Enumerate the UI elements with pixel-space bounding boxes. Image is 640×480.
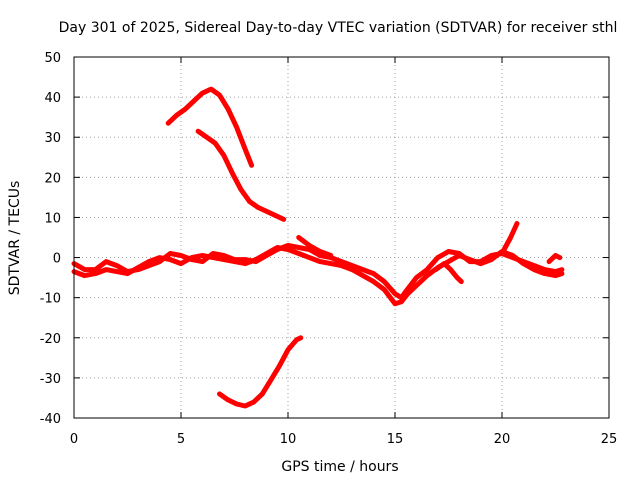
y-tick-label: -20 xyxy=(40,332,61,347)
series-hump-upper xyxy=(165,86,255,168)
y-axis-ticks: 50 40 30 20 10 0 -10 -20 -30 -40 xyxy=(40,51,609,427)
y-tick-label: 50 xyxy=(44,51,61,66)
x-tick-label: 15 xyxy=(387,432,404,447)
y-tick-label: 20 xyxy=(44,171,61,186)
plot-frame xyxy=(73,56,610,419)
series-trace-b xyxy=(71,245,565,307)
y-tick-label: -30 xyxy=(40,372,61,387)
x-axis-label: GPS time / hours xyxy=(281,459,398,475)
series-branch-10 xyxy=(296,235,334,258)
x-tick-label: 20 xyxy=(494,432,511,447)
x-tick-label: 0 xyxy=(70,432,78,447)
y-tick-label: 40 xyxy=(44,91,61,106)
series-dip-bottom xyxy=(217,335,304,409)
x-tick-label: 5 xyxy=(177,432,185,447)
grid-lines xyxy=(74,57,609,418)
y-axis-label: SDTVAR / TECUs xyxy=(7,181,23,296)
series-branch-17 xyxy=(433,261,464,285)
series-hump-lower xyxy=(195,128,287,222)
data-series xyxy=(71,86,565,409)
x-tick-label: 10 xyxy=(280,432,297,447)
series-trace-a xyxy=(71,243,565,301)
series-tail-22 xyxy=(546,253,563,265)
y-tick-label: 10 xyxy=(44,211,61,226)
series-spike-late xyxy=(501,221,520,252)
chart-title: Day 301 of 2025, Sidereal Day-to-day VTE… xyxy=(59,20,618,36)
y-tick-label: 0 xyxy=(53,252,61,267)
y-tick-label: -10 xyxy=(40,292,61,307)
x-tick-label: 25 xyxy=(601,432,618,447)
y-tick-label: -40 xyxy=(40,412,61,427)
y-tick-label: 30 xyxy=(44,131,61,146)
x-axis-ticks: 0 5 10 15 20 25 xyxy=(70,57,617,447)
